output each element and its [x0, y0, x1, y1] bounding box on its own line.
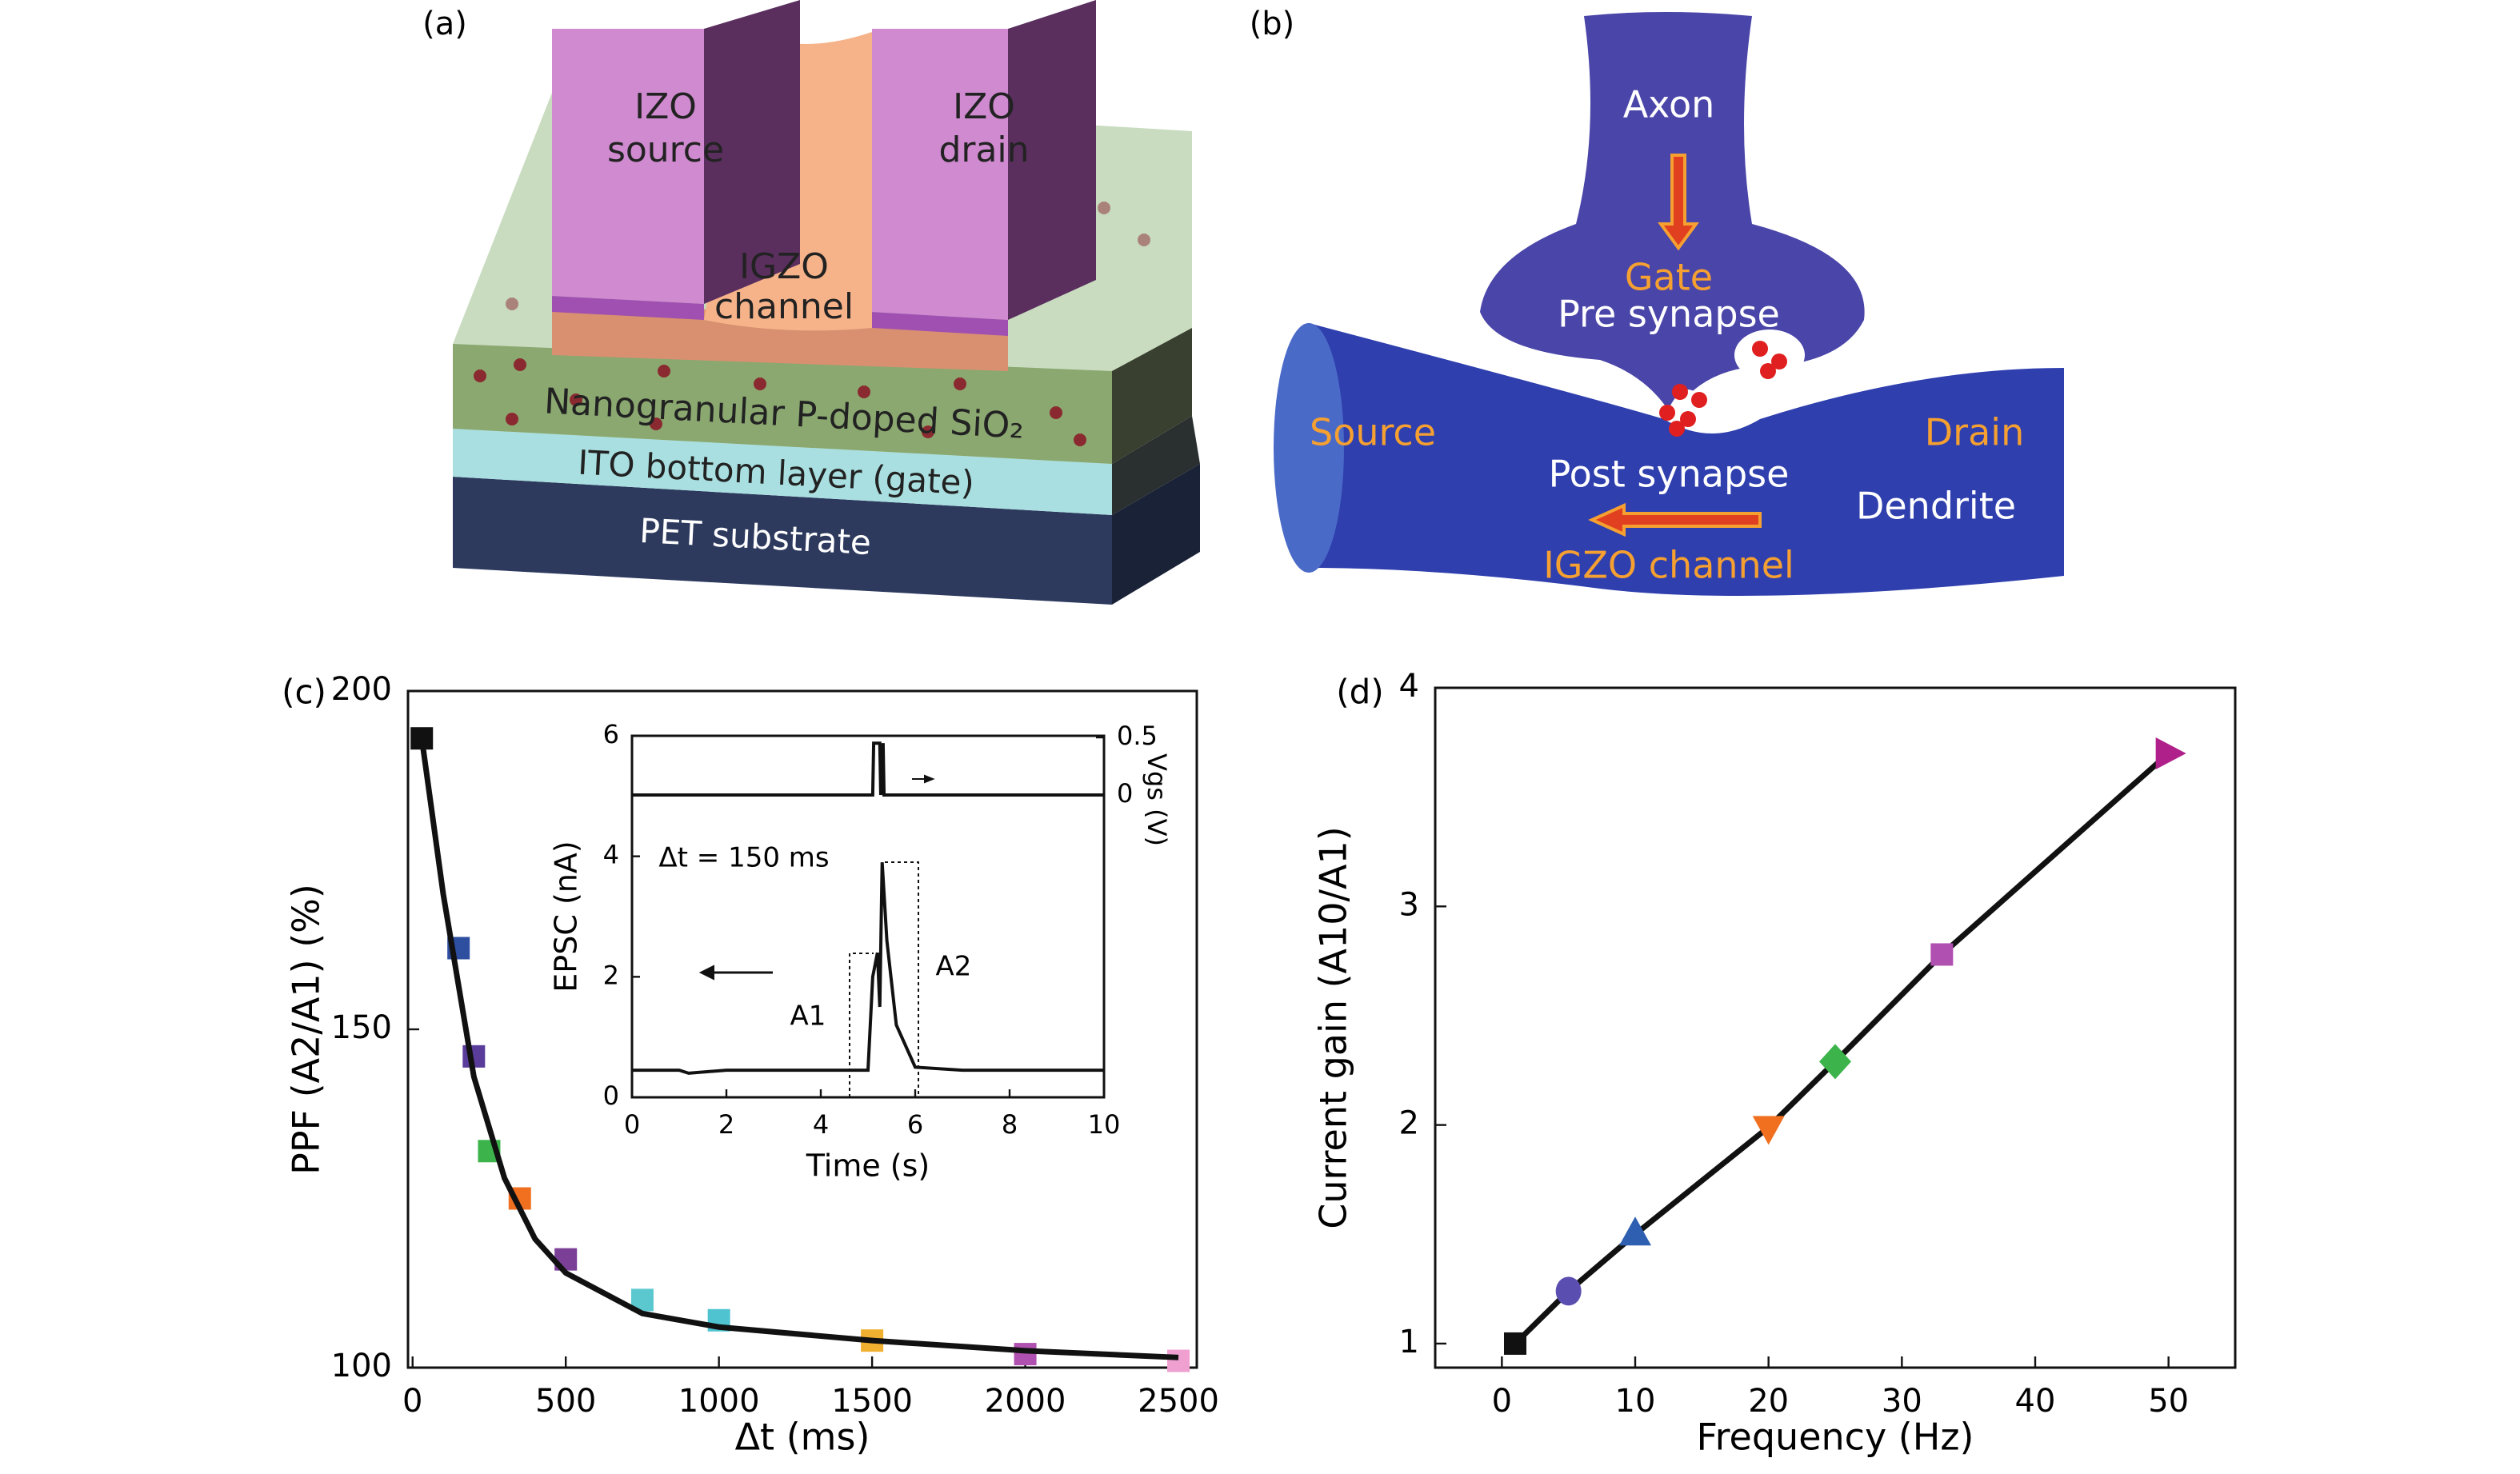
y-axis-label: Current gain (A10/A1) — [1312, 826, 1355, 1228]
vesicle — [1734, 330, 1805, 381]
x-tick-label: 40 — [2015, 1383, 2056, 1420]
dielectric-side — [1112, 328, 1192, 464]
x-tick-label: 10 — [1615, 1383, 1656, 1420]
y-axis-label: EPSC (nA) — [549, 841, 584, 992]
y-tick-label: 2 — [1399, 1105, 1419, 1142]
x-axis-label: Frequency (Hz) — [1697, 1416, 1974, 1459]
plot-frame — [630, 734, 1106, 1099]
x-tick-label: 0 — [402, 1383, 422, 1420]
x-tick-label: 50 — [2148, 1383, 2189, 1420]
marker — [2155, 737, 2186, 769]
series-line — [632, 862, 1104, 1075]
arrow — [1658, 154, 1699, 251]
panel-label: (b) — [1250, 6, 1295, 42]
x-tick-label: 500 — [535, 1383, 596, 1420]
y-tick-label: 2 — [603, 960, 619, 990]
substrate — [453, 477, 1112, 605]
x-tick-label: 1500 — [831, 1383, 913, 1420]
label: IGZO channel — [1543, 544, 1794, 587]
x-tick-label: 2 — [718, 1109, 734, 1140]
marker — [1752, 1116, 1785, 1145]
x-tick-label: 0 — [1492, 1383, 1512, 1420]
y-tick-label: 100 — [331, 1348, 392, 1384]
y-tick-label: 1 — [1399, 1324, 1419, 1360]
marker — [1930, 943, 1954, 966]
annotation: A1 — [790, 1001, 826, 1033]
dendrite-end — [1274, 323, 1344, 573]
ito-layer — [453, 429, 1112, 515]
drain-electrode — [872, 29, 1008, 320]
label: Drain — [1925, 411, 2024, 454]
dendrite — [1309, 323, 2064, 596]
panel-label: (d) — [1336, 673, 1383, 712]
annotation: Δt = 150 ms — [658, 842, 829, 874]
y-tick-label: 3 — [1399, 886, 1419, 923]
y-axis-label: PPF (A2/A1) (%) — [285, 884, 328, 1175]
x-tick-label: 2000 — [985, 1383, 1066, 1420]
x-axis-label: Δt (ms) — [735, 1416, 870, 1459]
x-tick-label: 20 — [1748, 1383, 1789, 1420]
x-tick-label: 8 — [1002, 1109, 1018, 1140]
label: Axon — [1623, 83, 1715, 126]
ito-side — [1112, 416, 1200, 515]
marker — [1014, 1343, 1037, 1366]
x-tick-label: 10 — [1088, 1109, 1121, 1140]
plot-frame — [1434, 686, 2237, 1369]
x-tick-label: 4 — [813, 1109, 829, 1140]
label: IZO — [634, 86, 697, 127]
x-tick-label: 6 — [907, 1109, 923, 1140]
label: Post synapse — [1549, 453, 1790, 496]
marker — [1167, 1349, 1190, 1372]
source-edge — [552, 296, 704, 320]
device-diagram: IZO source IZO drain IGZO channel Nanogr… — [453, 0, 1200, 605]
annotation: A2 — [936, 951, 972, 983]
x-axis-label: Time (s) — [806, 1148, 930, 1184]
label: source — [607, 130, 724, 170]
particles — [474, 202, 1150, 446]
x-tick-label: 1000 — [678, 1383, 760, 1420]
series-line — [418, 737, 1179, 1360]
arrow — [1588, 502, 1762, 537]
label: Pre synapse — [1558, 293, 1780, 336]
synapse-diagram: Axon Gate Pre synapse Source Drain Post … — [1274, 12, 2064, 596]
y-tick-label: 200 — [331, 671, 392, 708]
neurotransmitters — [1659, 341, 1787, 437]
label: drain — [938, 130, 1029, 170]
dashed-guides — [849, 861, 919, 1097]
marker — [1819, 1044, 1851, 1080]
axis-arrows — [698, 774, 935, 981]
x-tick-label: 0 — [624, 1109, 640, 1140]
label: Source — [1310, 411, 1436, 454]
label: Dendrite — [1856, 485, 2016, 528]
marker — [1619, 1216, 1651, 1246]
y-tick-label: 0 — [603, 1081, 619, 1111]
source-electrode — [552, 29, 704, 304]
y2-axis-label: Vgs (V) — [1142, 753, 1172, 846]
label: IZO — [953, 86, 1015, 127]
substrate-side — [1112, 464, 1200, 605]
y-tick-label: 150 — [331, 1009, 392, 1046]
dielectric — [453, 344, 1112, 464]
x-tick-label: 30 — [1882, 1383, 1922, 1420]
y2-tick-label: 0 — [1117, 778, 1133, 809]
marker — [1555, 1276, 1582, 1306]
y-tick-label: 4 — [1399, 668, 1419, 705]
label: Gate — [1625, 256, 1713, 299]
y-tick-label: 6 — [603, 719, 619, 749]
drain-side — [1008, 0, 1096, 320]
series-line — [632, 741, 1104, 797]
source-side — [704, 0, 800, 304]
label: channel — [714, 286, 854, 327]
y-tick-label: 4 — [603, 840, 619, 870]
y2-tick-label: 0.5 — [1117, 721, 1158, 751]
marker — [1504, 1332, 1526, 1355]
panel-label: (c) — [282, 673, 326, 712]
x-tick-label: 2500 — [1138, 1383, 1219, 1420]
label: IGZO — [739, 246, 829, 287]
series-line — [1513, 751, 2170, 1346]
panel-label: (a) — [422, 6, 467, 42]
drain-edge — [872, 312, 1008, 336]
